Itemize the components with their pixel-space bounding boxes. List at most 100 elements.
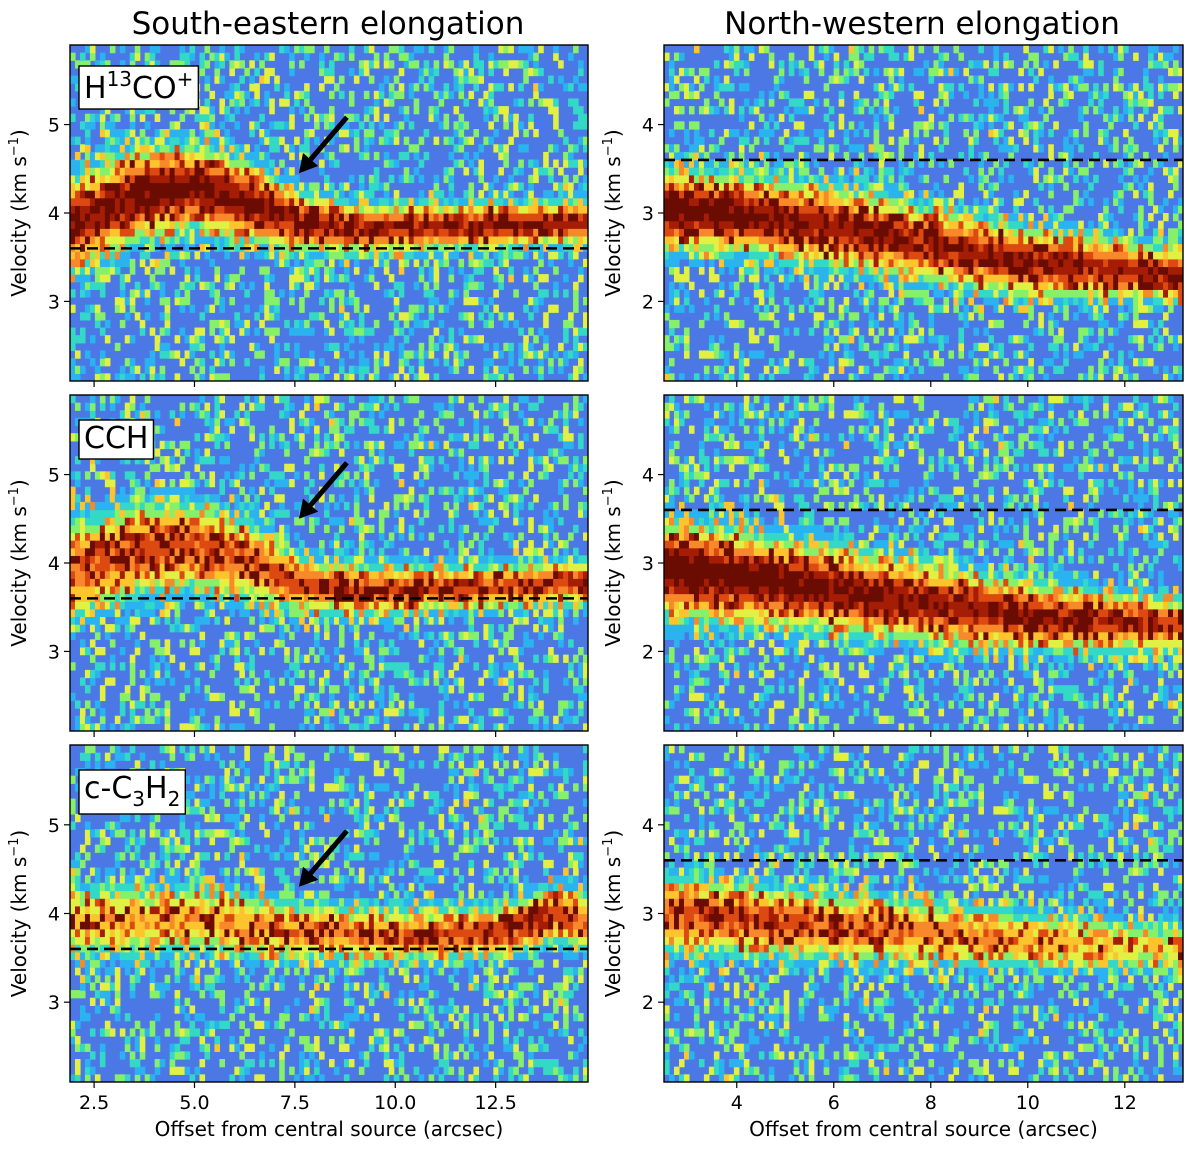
heatmap-cell	[1028, 343, 1034, 351]
heatmap-cell	[190, 366, 196, 374]
heatmap-cell	[824, 205, 830, 213]
heatmap-cell	[1008, 221, 1014, 229]
heatmap-cell	[719, 182, 725, 190]
heatmap-cell	[329, 160, 335, 168]
heatmap-cell	[884, 198, 890, 206]
heatmap-cell	[1093, 274, 1099, 282]
heatmap-cell	[444, 350, 450, 358]
heatmap-cell	[95, 190, 101, 198]
heatmap-cell	[483, 305, 489, 313]
heatmap-cell	[968, 114, 974, 122]
heatmap-cell	[374, 106, 380, 114]
heatmap-cell	[734, 213, 740, 221]
heatmap-cell	[135, 282, 141, 290]
heatmap-cell	[1083, 282, 1089, 290]
heatmap-cell	[1118, 358, 1124, 366]
heatmap-cell	[229, 297, 235, 305]
heatmap-cell	[839, 213, 845, 221]
heatmap-cell	[679, 121, 685, 129]
heatmap-cell	[1028, 282, 1034, 290]
heatmap-cell	[1048, 221, 1054, 229]
heatmap-cell	[274, 312, 280, 320]
heatmap-cell	[799, 236, 805, 244]
heatmap-cell	[744, 60, 750, 68]
heatmap-cell	[1133, 190, 1139, 198]
heatmap-cell	[978, 205, 984, 213]
heatmap-cell	[1028, 305, 1034, 313]
heatmap-cell	[1113, 244, 1119, 252]
heatmap-cell	[204, 121, 210, 129]
heatmap-cell	[478, 335, 484, 343]
heatmap-cell	[374, 259, 380, 267]
heatmap-cell	[814, 221, 820, 229]
heatmap-cell	[794, 259, 800, 267]
heatmap-cell	[1108, 236, 1114, 244]
heatmap-cell	[829, 297, 835, 305]
heatmap-cell	[1078, 259, 1084, 267]
heatmap-cell	[454, 251, 460, 259]
heatmap-cell	[538, 297, 544, 305]
heatmap-cell	[988, 236, 994, 244]
heatmap-cell	[269, 205, 275, 213]
heatmap-cell	[478, 266, 484, 274]
heatmap-cell	[483, 236, 489, 244]
heatmap-cell	[973, 60, 979, 68]
heatmap-cell	[938, 282, 944, 290]
heatmap-cell	[568, 228, 574, 236]
heatmap-cell	[493, 213, 499, 221]
heatmap-cell	[434, 274, 440, 282]
heatmap-cell	[1088, 274, 1094, 282]
heatmap-cell	[558, 76, 564, 84]
heatmap-cell	[200, 190, 206, 198]
heatmap-cell	[264, 297, 270, 305]
heatmap-cell	[200, 60, 206, 68]
heatmap-cell	[374, 175, 380, 183]
heatmap-cell	[488, 244, 494, 252]
heatmap-cell	[844, 129, 850, 137]
heatmap-cell	[889, 114, 895, 122]
heatmap-cell	[110, 121, 116, 129]
heatmap-cell	[1138, 244, 1144, 252]
heatmap-cell	[884, 167, 890, 175]
heatmap-cell	[1053, 213, 1059, 221]
heatmap-cell	[973, 266, 979, 274]
heatmap-cell	[799, 121, 805, 129]
heatmap-cell	[704, 98, 710, 106]
heatmap-cell	[889, 266, 895, 274]
heatmap-cell	[334, 160, 340, 168]
heatmap-cell	[429, 45, 435, 53]
heatmap-cell	[744, 190, 750, 198]
heatmap-cell	[125, 137, 131, 145]
heatmap-cell	[463, 98, 469, 106]
heatmap-cell	[573, 305, 579, 313]
heatmap-cell	[1088, 251, 1094, 259]
heatmap-cell	[304, 190, 310, 198]
heatmap-cell	[553, 144, 559, 152]
heatmap-cell	[219, 335, 225, 343]
heatmap-cell	[779, 114, 785, 122]
heatmap-cell	[319, 60, 325, 68]
heatmap-cell	[894, 182, 900, 190]
heatmap-cell	[789, 251, 795, 259]
heatmap-cell	[394, 129, 400, 137]
heatmap-cell	[100, 160, 106, 168]
heatmap-cell	[115, 305, 121, 313]
heatmap-cell	[664, 244, 670, 252]
heatmap-cell	[259, 198, 265, 206]
heatmap-cell	[523, 251, 529, 259]
heatmap-cell	[369, 129, 375, 137]
heatmap-cell	[70, 213, 76, 221]
heatmap-cell	[1013, 228, 1019, 236]
heatmap-cell	[769, 312, 775, 320]
heatmap-cell	[269, 160, 275, 168]
heatmap-cell	[1108, 282, 1114, 290]
heatmap-cell	[508, 350, 514, 358]
heatmap-cell	[1118, 175, 1124, 183]
heatmap-cell	[563, 190, 569, 198]
heatmap-cell	[195, 358, 201, 366]
heatmap-cell	[1153, 266, 1159, 274]
heatmap-cell	[543, 335, 549, 343]
heatmap-cell	[135, 182, 141, 190]
heatmap-cell	[734, 259, 740, 267]
heatmap-cell	[869, 320, 875, 328]
